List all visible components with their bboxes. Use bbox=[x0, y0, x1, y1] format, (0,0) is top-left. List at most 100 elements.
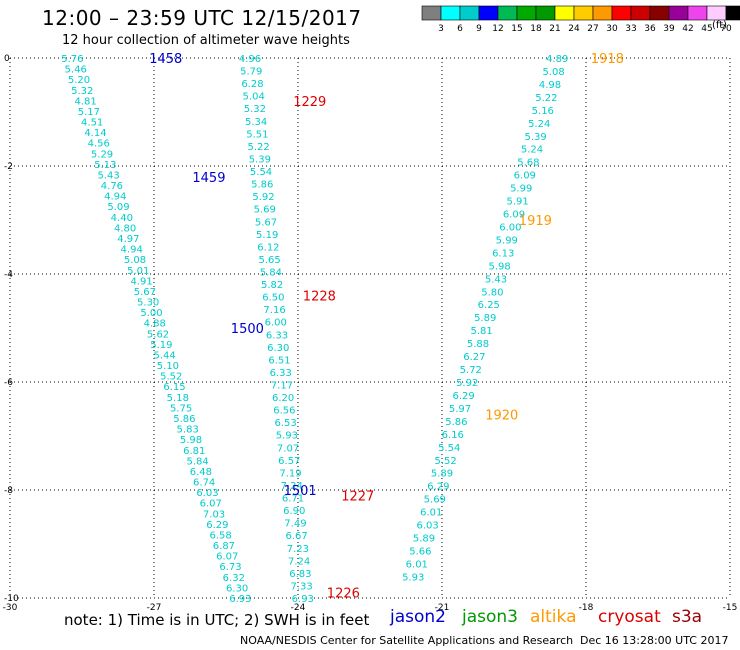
wave-height-label-jason2: 5.08 bbox=[124, 255, 146, 266]
wave-height-label-cryosat: 6.00 bbox=[265, 318, 287, 329]
wave-height-label-cryosat: 5.54 bbox=[250, 167, 272, 178]
wave-height-label-jason2: 5.09 bbox=[107, 202, 129, 213]
colorbar-tick-label: 18 bbox=[530, 24, 542, 34]
wave-height-label-cryosat: 7.07 bbox=[277, 443, 299, 454]
footer-note: note: 1) Time is in UTC; 2) SWH is in fe… bbox=[64, 611, 370, 629]
wave-height-label-altika: 6.27 bbox=[463, 352, 485, 363]
wave-height-label-jason2: 5.52 bbox=[160, 372, 182, 383]
colorbar-tick-label: 27 bbox=[587, 24, 598, 34]
wave-height-label-cryosat: 7.24 bbox=[281, 481, 303, 492]
wave-height-label-cryosat: 7.49 bbox=[284, 519, 306, 530]
wave-height-label-altika: 5.24 bbox=[528, 119, 550, 130]
y-tick-label: 0 bbox=[4, 54, 10, 64]
colorbar-tick-label: 3 bbox=[438, 24, 444, 34]
wave-height-label-cryosat: 4.96 bbox=[239, 54, 261, 65]
colorbar-swatch bbox=[516, 5, 537, 21]
wave-height-label-altika: 5.16 bbox=[532, 106, 554, 117]
wave-height-label-cryosat: 7.19 bbox=[279, 468, 301, 479]
wave-height-label-altika: 5.89 bbox=[474, 313, 496, 324]
wave-height-label-cryosat: 6.33 bbox=[270, 368, 292, 379]
wave-height-label-jason2: 4.14 bbox=[84, 128, 106, 139]
wave-height-label-altika: 4.98 bbox=[539, 80, 561, 91]
axis-ticks: 0 -2 -4 -6 -8 -10-30 -27 -24 -21 -18 -15 bbox=[3, 54, 738, 613]
colorbar-tick-label: 21 bbox=[549, 24, 560, 34]
wave-height-label-altika: 5.24 bbox=[521, 145, 543, 156]
grid-lines bbox=[9, 57, 731, 599]
wave-height-label-cryosat: 6.56 bbox=[273, 406, 295, 417]
wave-height-label-jason2: 6.73 bbox=[219, 562, 241, 573]
colorbar-tick-label: 24 bbox=[568, 24, 580, 34]
wave-height-label-cryosat: 5.82 bbox=[261, 280, 283, 291]
wave-height-label-jason2: 4.94 bbox=[121, 245, 143, 256]
y-tick-label: -8 bbox=[4, 486, 13, 496]
pass-time-cryosat: 1226 bbox=[327, 587, 360, 602]
colorbar-tick-label: 70 bbox=[720, 24, 732, 34]
pass-time-cryosat: 1229 bbox=[293, 95, 326, 110]
colorbar-swatch bbox=[687, 5, 708, 21]
credit-text: NOAA/NESDIS Center for Satellite Applica… bbox=[240, 634, 574, 647]
wave-height-label-jason2: 5.46 bbox=[65, 65, 87, 76]
wave-height-label-cryosat: 6.30 bbox=[267, 343, 289, 354]
y-tick-label: -2 bbox=[4, 162, 13, 172]
wave-height-label-cryosat: 5.69 bbox=[254, 205, 276, 216]
legend-jason2: jason2 bbox=[390, 607, 446, 627]
wave-height-tracks: 5.765.465.205.324.815.174.514.144.565.29… bbox=[61, 54, 568, 605]
pass-time-labels: 1458 1459 1500 1501 1229 1228 1227 1226 1918 1919… bbox=[149, 52, 624, 602]
wave-height-label-jason2: 5.75 bbox=[170, 403, 192, 414]
wave-height-label-jason2: 6.81 bbox=[183, 446, 205, 457]
wave-height-label-altika: 6.09 bbox=[503, 210, 525, 221]
wave-height-label-cryosat: 6.53 bbox=[274, 418, 296, 429]
wave-height-label-cryosat: 6.67 bbox=[286, 531, 308, 542]
pass-time-altika: 1919 bbox=[519, 214, 552, 229]
colorbar-swatch bbox=[630, 5, 651, 21]
legend-s3a: s3a bbox=[672, 607, 703, 627]
y-tick-label: -4 bbox=[4, 270, 13, 280]
timestamp-text: Dec 16 13:28:00 UTC 2017 bbox=[580, 634, 729, 647]
colorbar-tick-label: 39 bbox=[663, 24, 675, 34]
x-tick-label: -27 bbox=[147, 603, 162, 613]
chart-subtitle: 12 hour collection of altimeter wave hei… bbox=[62, 33, 350, 48]
wave-height-label-cryosat: 7.17 bbox=[271, 381, 293, 392]
wave-height-label-jason2: 5.20 bbox=[68, 75, 90, 86]
wave-height-label-jason2: 4.81 bbox=[74, 96, 96, 107]
wave-height-label-jason2: 5.13 bbox=[94, 160, 116, 171]
wave-height-label-jason2: 5.30 bbox=[137, 298, 159, 309]
wave-height-label-cryosat: 6.93 bbox=[292, 594, 314, 605]
colorbar-swatch bbox=[459, 5, 480, 21]
pass-time-jason2: 1501 bbox=[284, 484, 317, 499]
colorbar-swatch bbox=[440, 5, 461, 21]
wave-height-label-cryosat: 5.84 bbox=[260, 267, 282, 278]
wave-height-label-cryosat: 6.57 bbox=[278, 456, 300, 467]
pass-time-jason2: 1458 bbox=[149, 52, 182, 67]
wave-height-label-cryosat: 7.24 bbox=[288, 556, 310, 567]
y-tick-label: -10 bbox=[4, 594, 19, 604]
wave-height-label-altika: 5.93 bbox=[402, 572, 424, 583]
y-tick-label: -6 bbox=[4, 378, 13, 388]
colorbar-swatch bbox=[421, 5, 442, 21]
colorbar-tick-label: 6 bbox=[457, 24, 463, 34]
colorbar-swatch bbox=[611, 5, 632, 21]
pass-time-jason2: 1500 bbox=[231, 322, 264, 337]
wave-height-label-altika: 5.80 bbox=[481, 287, 503, 298]
wave-height-label-jason2: 5.67 bbox=[134, 287, 156, 298]
wave-height-label-altika: 5.39 bbox=[524, 132, 546, 143]
wave-height-label-cryosat: 6.12 bbox=[257, 242, 279, 253]
wave-height-label-jason2: 5.86 bbox=[173, 414, 195, 425]
wave-height-label-jason2: 4.94 bbox=[104, 192, 126, 203]
colorbar-swatch bbox=[592, 5, 613, 21]
wave-height-label-cryosat: 5.32 bbox=[244, 104, 266, 115]
wave-height-label-cryosat: 5.39 bbox=[249, 154, 271, 165]
wave-height-label-altika: 5.99 bbox=[496, 235, 518, 246]
wave-height-label-cryosat: 5.51 bbox=[246, 129, 268, 140]
wave-height-label-altika: 5.22 bbox=[535, 93, 557, 104]
wave-height-label-jason2: 5.19 bbox=[150, 340, 172, 351]
colorbar-swatch bbox=[649, 5, 670, 21]
wave-height-label-jason2: 5.76 bbox=[61, 54, 83, 65]
pass-time-cryosat: 1228 bbox=[303, 290, 336, 305]
wave-height-label-jason2: 5.98 bbox=[180, 435, 202, 446]
wave-height-label-altika: 6.29 bbox=[427, 482, 449, 493]
wave-height-label-altika: 5.54 bbox=[438, 443, 460, 454]
wave-height-label-jason2: 4.51 bbox=[81, 118, 103, 129]
pass-time-jason2: 1459 bbox=[192, 171, 225, 186]
wave-height-label-altika: 6.25 bbox=[478, 300, 500, 311]
